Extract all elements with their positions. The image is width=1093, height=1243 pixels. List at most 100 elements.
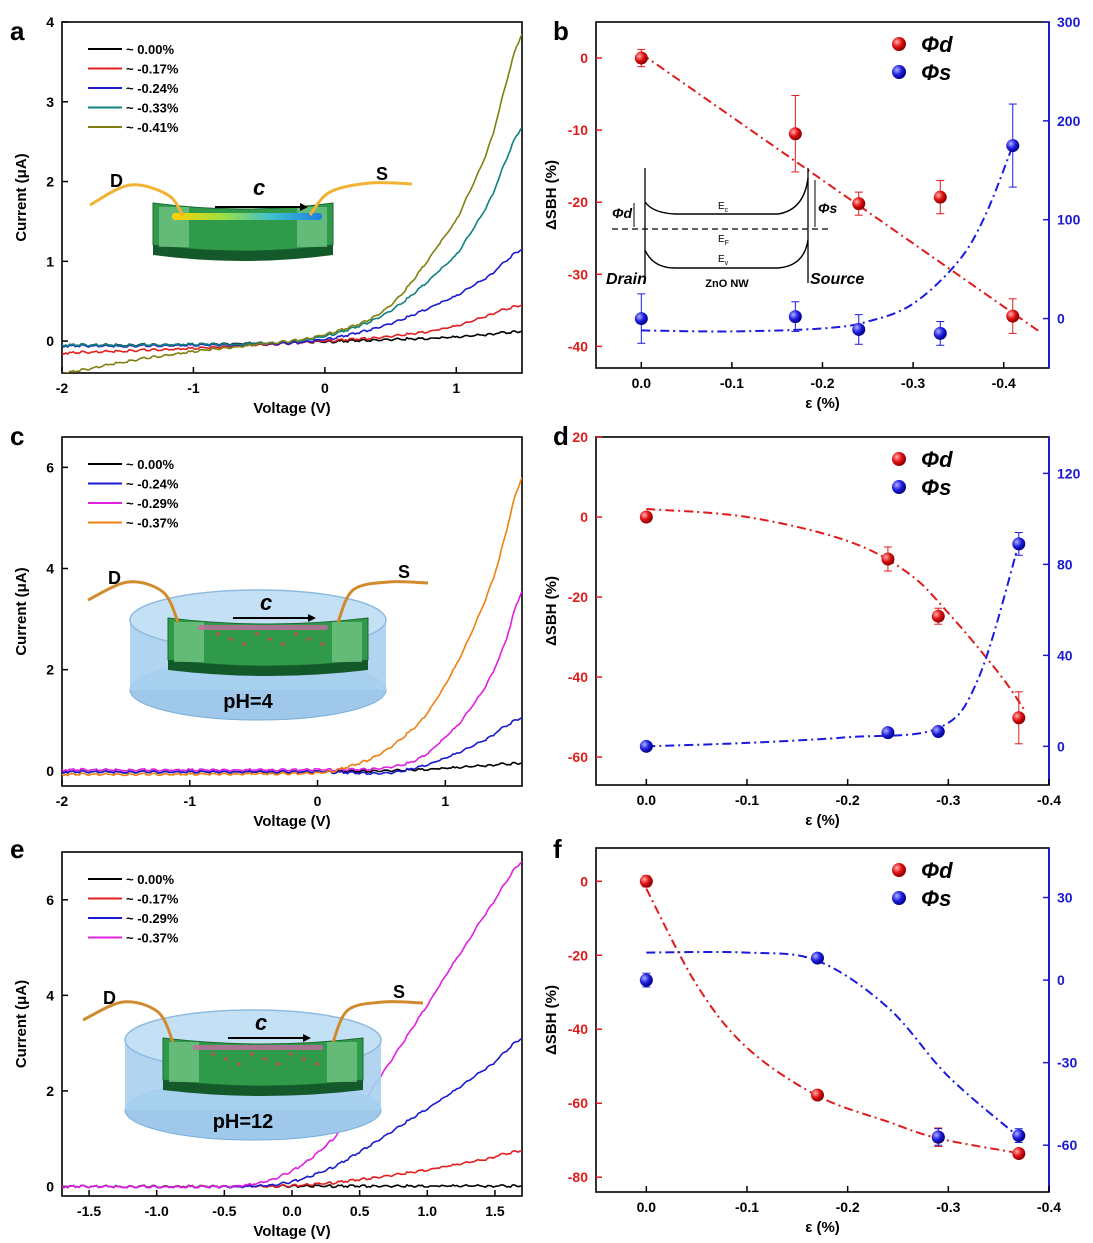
x-axis-label: Voltage (V) xyxy=(253,400,330,417)
label-nanowire: ZnO NW xyxy=(705,278,749,290)
ion xyxy=(216,632,220,636)
x-tick-label: 1.0 xyxy=(418,1203,438,1219)
y2-tick-label: -30 xyxy=(1057,1055,1077,1071)
series-line-4 xyxy=(62,33,522,373)
y-tick-label: 4 xyxy=(46,14,54,30)
y-axis-label: Current (μA) xyxy=(13,567,30,655)
series-line-3 xyxy=(62,861,522,1189)
legend-label: ~ -0.24% xyxy=(126,81,179,96)
band-subscript: F xyxy=(725,240,729,247)
ion xyxy=(255,632,259,636)
valence-band xyxy=(644,239,809,269)
legend-marker xyxy=(892,480,906,494)
legend-label: ~ -0.33% xyxy=(126,101,179,116)
series-line-1 xyxy=(62,716,522,776)
ion xyxy=(320,642,324,646)
y2-tick-label: 300 xyxy=(1057,14,1081,30)
x-tick-label: -0.3 xyxy=(936,792,960,808)
label-d: D xyxy=(110,171,123,191)
series-line-2 xyxy=(62,248,522,348)
ion xyxy=(294,632,298,636)
label-ph: pH=12 xyxy=(213,1111,274,1133)
y-tick-label: 20 xyxy=(572,429,588,445)
legend-label: ~ -0.37% xyxy=(126,516,179,531)
data-point-0 xyxy=(1006,309,1020,323)
panel-letter-c: c xyxy=(10,421,24,451)
y-axis-label: ΔSBH (%) xyxy=(543,160,560,230)
x-tick-label: -1.0 xyxy=(145,1203,169,1219)
legend-label-main: Φs xyxy=(921,886,951,911)
data-point-0 xyxy=(810,1088,824,1102)
label-c: c xyxy=(253,175,265,200)
fit-line-phi-s xyxy=(646,950,1020,1138)
legend-label: ~ -0.29% xyxy=(126,496,179,511)
data-point-1 xyxy=(931,1130,945,1144)
x-tick-label: -0.4 xyxy=(992,375,1016,391)
legend-label: ~ -0.17% xyxy=(126,892,179,907)
y-tick-label: 2 xyxy=(46,662,54,678)
x-tick-label: -1 xyxy=(184,793,197,809)
x-tick-label: 1.5 xyxy=(485,1203,505,1219)
y-tick-label: -20 xyxy=(568,194,588,210)
y-tick-label: 6 xyxy=(46,892,54,908)
x-tick-label: -0.2 xyxy=(836,792,860,808)
legend-marker xyxy=(892,891,906,905)
x-tick-label: -2 xyxy=(56,380,69,396)
y2-tick-label: 100 xyxy=(1057,212,1081,228)
fit-line-phi-s xyxy=(641,145,1014,333)
y-tick-label: 0 xyxy=(580,509,588,525)
plot-frame xyxy=(61,436,523,787)
band-subscript: c xyxy=(725,207,729,214)
y-tick-label: -20 xyxy=(568,947,588,963)
y-axis-label: Current (μA) xyxy=(13,980,30,1068)
label-ph: pH=4 xyxy=(223,691,273,713)
x-tick-label: 0.0 xyxy=(282,1203,302,1219)
data-point-0 xyxy=(788,127,802,141)
x-tick-label: 0.0 xyxy=(632,375,652,391)
ion xyxy=(250,1052,254,1056)
legend-marker xyxy=(892,863,906,877)
inset-dish-c: Dc SpH=4 xyxy=(87,562,429,721)
panel-letter-d: d xyxy=(553,421,569,451)
legend-label: Φd xyxy=(921,858,953,883)
data-point-0 xyxy=(634,51,648,65)
y-tick-label: 6 xyxy=(46,459,54,475)
y2-tick-label: 80 xyxy=(1057,556,1073,572)
data-point-1 xyxy=(881,726,895,740)
label-drain: Drain xyxy=(606,271,647,288)
x-tick-label: -1.5 xyxy=(77,1203,101,1219)
x-tick-label: 0.0 xyxy=(637,792,657,808)
x-axis-label: Voltage (V) xyxy=(253,813,330,830)
data-point-1 xyxy=(1012,1129,1026,1143)
y2-tick-label: 0 xyxy=(1057,311,1065,327)
data-point-0 xyxy=(881,552,895,566)
y-tick-label: 0 xyxy=(46,763,54,779)
wire xyxy=(308,181,413,216)
legend-label: Φs xyxy=(921,475,951,500)
inset-dish-e: Dc SpH=12 xyxy=(82,982,424,1141)
legend-label: ~ -0.24% xyxy=(126,477,179,492)
x-tick-label: -0.1 xyxy=(720,375,744,391)
label-s: S xyxy=(393,982,405,1002)
plot-frame xyxy=(61,21,523,374)
x-tick-label: -2 xyxy=(56,793,69,809)
data-point-0 xyxy=(933,190,947,204)
data-point-1 xyxy=(1012,537,1026,551)
plot-frame xyxy=(595,436,1050,786)
series-line-1 xyxy=(62,304,522,356)
panel-letter-e: e xyxy=(10,834,24,864)
y-tick-label: -10 xyxy=(568,122,588,138)
legend-label: ~ -0.37% xyxy=(126,931,179,946)
y-tick-label: 2 xyxy=(46,174,54,190)
ion xyxy=(224,1057,228,1061)
ion xyxy=(302,1057,306,1061)
ion xyxy=(276,1062,280,1066)
y-tick-label: 0 xyxy=(46,1178,54,1194)
x-tick-label: -0.5 xyxy=(212,1203,236,1219)
legend-label: Φd xyxy=(921,32,953,57)
panel-letter-b: b xyxy=(553,16,569,46)
ion xyxy=(237,1062,241,1066)
legend-label: ~ 0.00% xyxy=(126,872,175,887)
